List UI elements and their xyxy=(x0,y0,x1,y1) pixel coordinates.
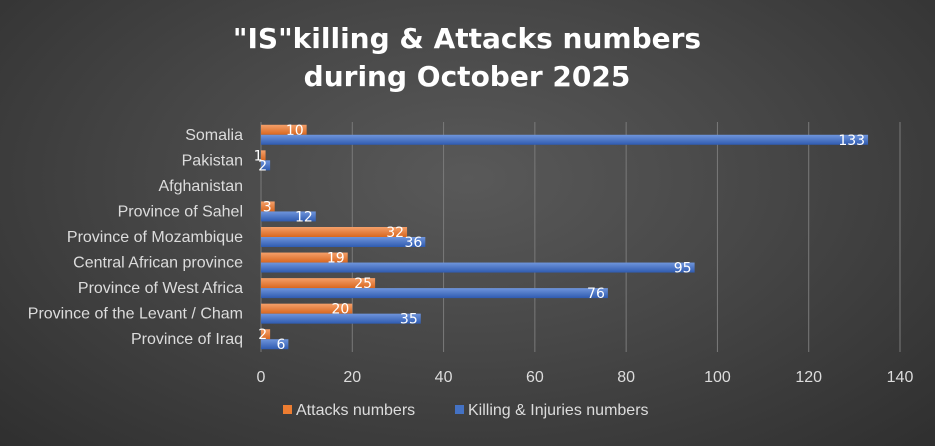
bar-attacks xyxy=(261,227,408,237)
bar-attacks xyxy=(261,278,376,289)
x-tick-label: 80 xyxy=(617,369,635,386)
bar-killing-injuries xyxy=(261,313,421,324)
x-axis-tick-labels: 0 20 40 60 80 100 120 140 xyxy=(257,369,914,386)
x-tick-label: 60 xyxy=(526,369,544,386)
data-label-killing-injuries: 95 xyxy=(674,261,692,277)
category-label: Central African province xyxy=(73,255,243,272)
legend-label: Attacks numbers xyxy=(296,402,415,419)
category-labels: Somalia Pakistan Afghanistan Province of Sa… xyxy=(28,127,243,348)
bar-killing-injuries xyxy=(261,288,608,299)
data-label-killing-injuries: 36 xyxy=(404,235,422,251)
bar-killing-injuries xyxy=(261,237,426,247)
bar-attacks xyxy=(261,124,307,135)
x-tick-label: 100 xyxy=(704,369,731,386)
bar-attacks xyxy=(261,201,275,212)
legend-swatch xyxy=(283,405,292,414)
data-label-attacks: 3 xyxy=(263,199,272,215)
category-label: Province of Mozambique xyxy=(67,229,243,246)
category-label: Afghanistan xyxy=(158,178,243,195)
bar-killing-injuries xyxy=(261,134,869,145)
bar-killing-injuries xyxy=(261,339,289,350)
x-tick-label: 40 xyxy=(435,369,453,386)
data-label-killing-injuries: 133 xyxy=(838,133,865,149)
bar-killing-injuries xyxy=(261,262,695,273)
bar-killing-injuries xyxy=(261,160,271,171)
data-label-killing-injuries: 6 xyxy=(276,337,285,353)
data-label-attacks: 1 xyxy=(254,148,263,164)
data-label-killing-injuries: 12 xyxy=(295,209,313,225)
gridlines xyxy=(260,122,901,352)
data-label-killing-injuries: 35 xyxy=(400,312,418,328)
x-tick-label: 0 xyxy=(257,369,266,386)
x-tick-label: 20 xyxy=(343,369,361,386)
category-label: Province of West Africa xyxy=(78,280,243,297)
bar-attacks xyxy=(261,252,348,263)
category-label: Province of the Levant / Cham xyxy=(28,306,243,323)
bar-attacks xyxy=(261,150,266,161)
category-label: Province of Sahel xyxy=(118,203,243,220)
category-label: Pakistan xyxy=(182,152,243,169)
legend-swatch xyxy=(455,405,464,414)
bar-attacks xyxy=(261,329,271,340)
legend-label: Killing & Injuries numbers xyxy=(468,402,649,419)
x-tick-label: 140 xyxy=(887,369,914,386)
bar-killing-injuries xyxy=(261,211,316,222)
data-label-attacks: 2 xyxy=(258,327,267,343)
legend: Attacks numbers Killing & Injuries number… xyxy=(283,402,649,419)
x-tick-label: 120 xyxy=(795,369,822,386)
bar-attacks xyxy=(261,303,353,314)
chart-title: "IS"killing & Attacks numbers during Oct… xyxy=(233,22,701,93)
data-label-killing-injuries: 76 xyxy=(587,286,605,302)
data-label-killing-injuries: 2 xyxy=(258,158,267,174)
chart-title-line-1: "IS"killing & Attacks numbers xyxy=(233,22,701,55)
category-label: Somalia xyxy=(185,127,243,144)
category-label: Province of Iraq xyxy=(131,331,243,348)
chart-title-line-2: during October 2025 xyxy=(304,60,631,93)
